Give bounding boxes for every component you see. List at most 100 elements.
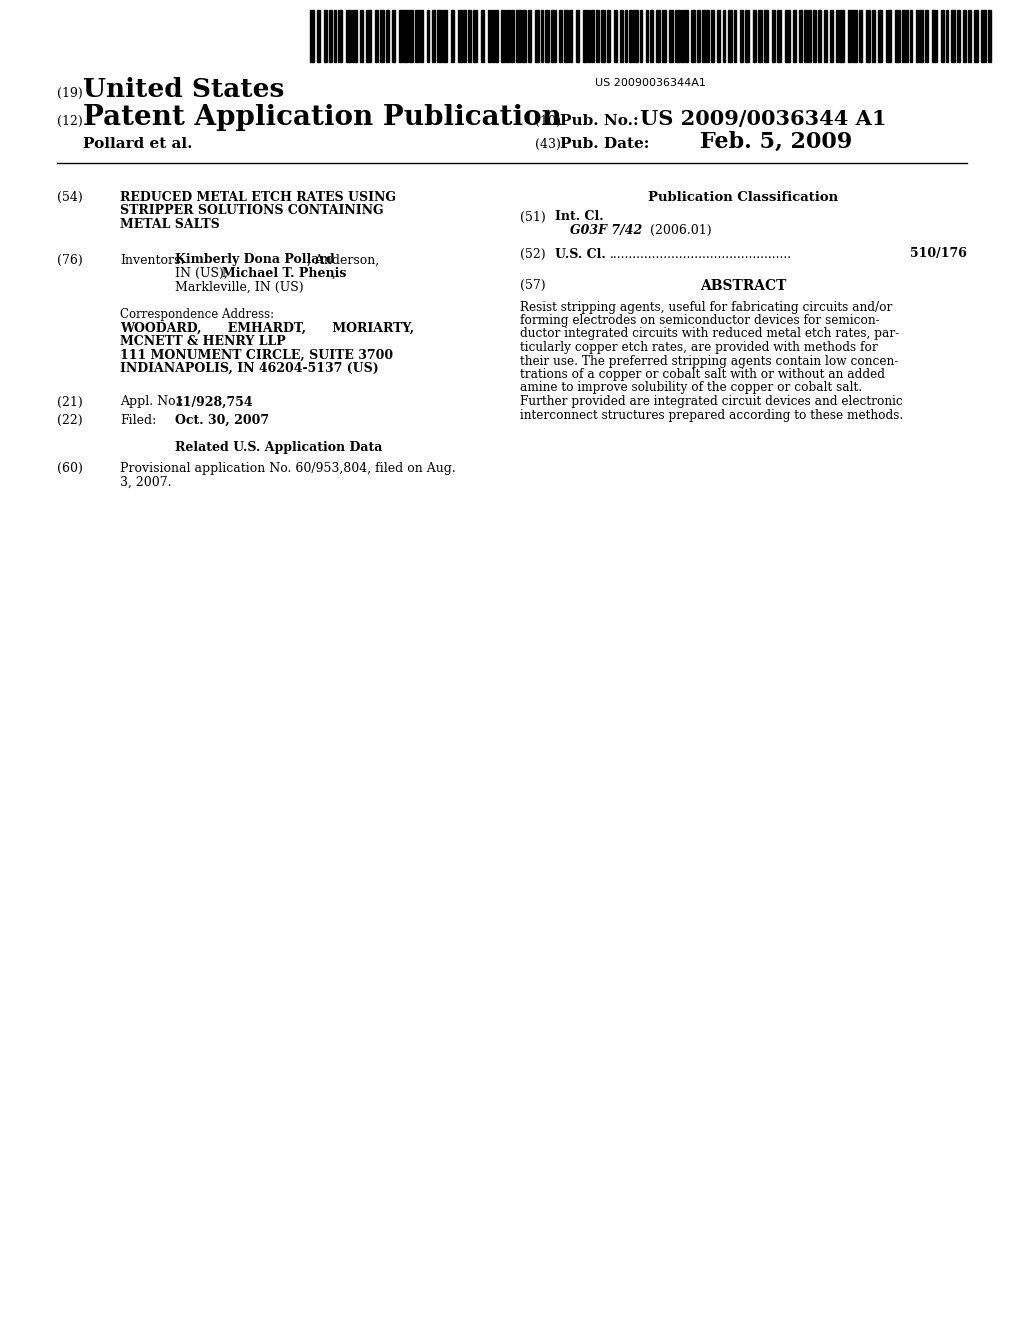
Bar	[458, 11, 462, 62]
Bar	[399, 11, 402, 62]
Bar	[588, 11, 590, 62]
Text: REDUCED METAL ETCH RATES USING: REDUCED METAL ETCH RATES USING	[120, 191, 396, 205]
Text: (21): (21)	[57, 396, 83, 408]
Bar	[764, 11, 768, 62]
Bar	[793, 11, 796, 62]
Bar	[758, 11, 762, 62]
Bar	[974, 11, 978, 62]
Text: interconnect structures prepared according to these methods.: interconnect structures prepared accordi…	[520, 408, 903, 421]
Bar	[919, 11, 923, 62]
Bar	[895, 11, 900, 62]
Bar	[583, 11, 587, 62]
Text: U.S. Cl.: U.S. Cl.	[555, 248, 606, 260]
Text: METAL SALTS: METAL SALTS	[120, 218, 220, 231]
Bar	[957, 11, 961, 62]
Text: IN (US);: IN (US);	[175, 267, 232, 280]
Bar	[902, 11, 905, 62]
Bar	[564, 11, 568, 62]
Bar	[334, 11, 336, 62]
Bar	[403, 11, 408, 62]
Text: ,: ,	[332, 267, 336, 280]
Bar	[488, 11, 490, 62]
Bar	[734, 11, 736, 62]
Bar	[629, 11, 632, 62]
Text: forming electrodes on semiconductor devices for semicon-: forming electrodes on semiconductor devi…	[520, 314, 880, 327]
Bar	[310, 11, 314, 62]
Bar	[799, 11, 802, 62]
Bar	[951, 11, 955, 62]
Text: Appl. No.:: Appl. No.:	[120, 396, 183, 408]
Bar	[559, 11, 562, 62]
Bar	[386, 11, 389, 62]
Bar	[878, 11, 882, 62]
Bar	[711, 11, 714, 62]
Bar	[650, 11, 653, 62]
Text: 111 MONUMENT CIRCLE, SUITE 3700: 111 MONUMENT CIRCLE, SUITE 3700	[120, 348, 393, 362]
Bar	[717, 11, 720, 62]
Text: United States: United States	[83, 77, 285, 102]
Text: Correspondence Address:: Correspondence Address:	[120, 308, 274, 321]
Bar	[656, 11, 660, 62]
Bar	[968, 11, 971, 62]
Bar	[988, 11, 991, 62]
Bar	[495, 11, 498, 62]
Text: (19): (19)	[57, 87, 83, 100]
Text: WOODARD,      EMHARDT,      MORIARTY,: WOODARD, EMHARDT, MORIARTY,	[120, 322, 414, 334]
Bar	[437, 11, 442, 62]
Bar	[886, 11, 891, 62]
Bar	[535, 11, 539, 62]
Bar	[916, 11, 918, 62]
Bar	[941, 11, 944, 62]
Text: (60): (60)	[57, 462, 83, 475]
Text: Further provided are integrated circuit devices and electronic: Further provided are integrated circuit …	[520, 395, 903, 408]
Bar	[375, 11, 378, 62]
Bar	[596, 11, 599, 62]
Bar	[785, 11, 790, 62]
Bar	[492, 11, 494, 62]
Bar	[522, 11, 526, 62]
Bar	[745, 11, 749, 62]
Text: Feb. 5, 2009: Feb. 5, 2009	[700, 131, 852, 153]
Bar	[392, 11, 395, 62]
Text: Publication Classification: Publication Classification	[648, 191, 839, 205]
Text: , Anderson,: , Anderson,	[307, 253, 379, 267]
Bar	[848, 11, 851, 62]
Bar	[813, 11, 816, 62]
Text: Pollard et al.: Pollard et al.	[83, 137, 193, 150]
Text: US 20090036344A1: US 20090036344A1	[595, 78, 706, 88]
Bar	[839, 11, 844, 62]
Text: (12): (12)	[57, 115, 83, 128]
Text: US 2009/0036344 A1: US 2009/0036344 A1	[640, 110, 887, 129]
Text: ABSTRACT: ABSTRACT	[700, 279, 786, 293]
Text: 510/176: 510/176	[910, 248, 967, 260]
Bar	[481, 11, 484, 62]
Text: Int. Cl.: Int. Cl.	[555, 210, 603, 223]
Bar	[409, 11, 413, 62]
Bar	[740, 11, 743, 62]
Bar	[906, 11, 908, 62]
Bar	[859, 11, 862, 62]
Bar	[569, 11, 572, 62]
Bar	[551, 11, 556, 62]
Bar	[772, 11, 775, 62]
Bar	[728, 11, 732, 62]
Bar	[662, 11, 666, 62]
Bar	[932, 11, 937, 62]
Text: amine to improve solubility of the copper or cobalt salt.: amine to improve solubility of the coppe…	[520, 381, 862, 395]
Text: (2006.01): (2006.01)	[650, 224, 712, 238]
Bar	[723, 11, 725, 62]
Bar	[329, 11, 332, 62]
Bar	[681, 11, 684, 62]
Bar	[633, 11, 638, 62]
Bar	[443, 11, 447, 62]
Text: trations of a copper or cobalt salt with or without an added: trations of a copper or cobalt salt with…	[520, 368, 885, 381]
Bar	[697, 11, 700, 62]
Bar	[836, 11, 838, 62]
Bar	[910, 11, 912, 62]
Bar	[324, 11, 327, 62]
Text: Pub. Date:: Pub. Date:	[560, 137, 649, 150]
Bar	[601, 11, 605, 62]
Text: Kimberly Dona Pollard: Kimberly Dona Pollard	[175, 253, 335, 267]
Bar	[575, 11, 579, 62]
Bar	[691, 11, 695, 62]
